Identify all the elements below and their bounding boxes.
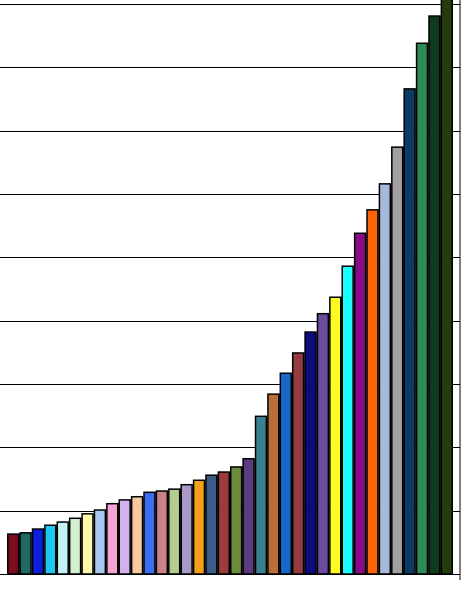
bar <box>279 372 292 575</box>
bar <box>366 209 379 575</box>
bar <box>106 502 119 575</box>
bar <box>267 393 280 575</box>
bar <box>68 517 82 575</box>
bar <box>391 146 404 575</box>
bar <box>378 183 392 575</box>
bar <box>93 509 107 575</box>
bar <box>353 232 367 575</box>
bar <box>130 495 144 575</box>
bar <box>440 0 454 575</box>
bar <box>168 488 181 575</box>
bar <box>81 513 94 575</box>
bar <box>403 88 416 575</box>
bar <box>304 331 317 575</box>
bar <box>19 532 32 575</box>
bar <box>316 312 330 575</box>
bar <box>329 296 342 575</box>
bar <box>44 524 57 575</box>
bar <box>254 415 268 575</box>
bar <box>428 15 441 575</box>
bar <box>242 457 255 575</box>
bar <box>291 352 305 575</box>
bar <box>143 491 156 575</box>
bar <box>205 474 218 575</box>
bar <box>31 528 45 575</box>
bar <box>118 499 131 575</box>
bar <box>180 483 193 575</box>
bar <box>230 466 243 575</box>
bar <box>56 521 69 575</box>
bar <box>217 471 231 575</box>
bar <box>341 265 354 575</box>
bar <box>415 42 429 575</box>
bar <box>7 533 20 575</box>
bar <box>192 479 206 575</box>
bar <box>155 490 169 575</box>
